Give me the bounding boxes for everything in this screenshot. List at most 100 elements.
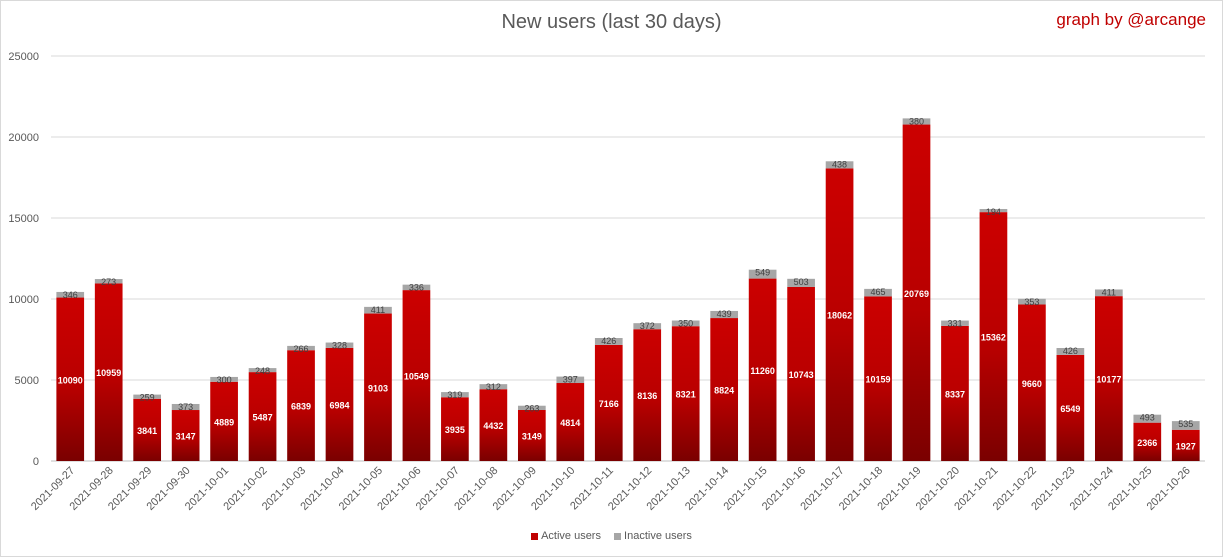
- legend-item-active: Active users: [531, 530, 601, 542]
- bar-inactive: [710, 310, 739, 319]
- data-label-inactive: 426: [601, 336, 616, 346]
- data-label-inactive: 331: [947, 319, 962, 329]
- legend-swatch-active: [531, 532, 539, 540]
- bar-active: [517, 409, 546, 461]
- data-label-inactive: 194: [986, 207, 1001, 217]
- bar-inactive: [594, 338, 623, 345]
- bar-inactive: [979, 208, 1008, 213]
- data-label-inactive: 373: [178, 402, 193, 412]
- data-label-inactive: 426: [1063, 346, 1078, 356]
- data-label-active: 3147: [176, 432, 196, 442]
- bar-active: [287, 350, 315, 461]
- bar-active: [171, 410, 200, 461]
- data-label-inactive: 493: [1140, 413, 1155, 423]
- data-label-active: 3841: [137, 426, 157, 436]
- data-label-inactive: 411: [1102, 287, 1116, 297]
- bar-inactive: [210, 376, 238, 382]
- data-label-active: 1927: [1176, 441, 1196, 451]
- data-label-inactive: 248: [255, 366, 270, 376]
- bar-inactive: [325, 342, 354, 348]
- bar-active: [1171, 429, 1200, 461]
- data-label-inactive: 312: [486, 382, 501, 392]
- data-label-active: 6549: [1060, 404, 1080, 414]
- data-label-active: 18062: [827, 311, 852, 321]
- bar-inactive: [517, 405, 546, 410]
- bar-inactive: [1133, 414, 1162, 423]
- data-label-active: 11260: [750, 366, 775, 376]
- data-label-active: 8136: [637, 391, 657, 401]
- bar-inactive: [825, 161, 854, 169]
- data-label-inactive: 503: [794, 277, 809, 287]
- bar-active: [825, 168, 854, 461]
- bar-inactive: [864, 288, 892, 297]
- bar-inactive: [287, 345, 315, 351]
- bar-inactive: [171, 403, 200, 411]
- data-label-inactive: 273: [101, 277, 116, 287]
- data-label-active: 20769: [904, 289, 929, 299]
- data-label-active: 2366: [1137, 438, 1157, 448]
- bar-inactive: [402, 284, 431, 291]
- data-label-active: 8824: [714, 386, 734, 396]
- y-tick-label: 15000: [8, 213, 39, 225]
- data-label-inactive: 346: [63, 290, 78, 300]
- data-label-active: 15362: [981, 333, 1006, 343]
- data-label-inactive: 259: [140, 393, 155, 403]
- data-label-active: 10177: [1096, 375, 1121, 385]
- data-label-inactive: 300: [217, 375, 232, 385]
- bar-inactive: [1094, 289, 1123, 297]
- data-label-inactive: 263: [524, 404, 539, 414]
- bar-active: [94, 283, 123, 461]
- bar-active: [864, 296, 892, 461]
- legend-item-inactive: Inactive users: [614, 530, 692, 542]
- bar-inactive: [94, 279, 123, 284]
- bar-active: [671, 326, 700, 461]
- data-label-active: 6984: [329, 400, 349, 410]
- bar-inactive: [1171, 421, 1200, 430]
- data-label-active: 9103: [368, 383, 388, 393]
- bar-active: [133, 398, 162, 461]
- bar-active: [1094, 296, 1123, 461]
- data-label-inactive: 438: [832, 159, 847, 169]
- data-label-active: 3149: [522, 431, 542, 441]
- data-label-active: 10090: [58, 375, 83, 385]
- data-label-inactive: 380: [909, 116, 924, 126]
- bar-active: [556, 383, 585, 461]
- bar-inactive: [248, 368, 277, 373]
- y-tick-label: 0: [33, 456, 39, 468]
- data-label-inactive: 336: [409, 283, 424, 293]
- bar-inactive: [133, 394, 162, 399]
- data-label-inactive: 549: [755, 268, 770, 278]
- bar-inactive: [56, 291, 85, 298]
- legend-swatch-inactive: [614, 532, 622, 540]
- data-label-active: 8321: [676, 390, 696, 400]
- data-label-inactive: 372: [640, 321, 655, 331]
- data-label-active: 10549: [404, 372, 429, 382]
- data-label-active: 8337: [945, 389, 965, 399]
- bar-active: [210, 381, 238, 461]
- data-label-active: 4889: [214, 417, 234, 427]
- chart-credit: graph by @arcange: [1056, 10, 1206, 29]
- data-label-inactive: 328: [332, 341, 347, 351]
- data-label-inactive: 535: [1178, 419, 1193, 429]
- bar-inactive: [556, 376, 585, 384]
- bar-active: [633, 329, 662, 461]
- y-tick-label: 25000: [8, 51, 39, 63]
- data-label-inactive: 319: [447, 390, 462, 400]
- bar-inactive: [1018, 298, 1046, 305]
- bar-inactive: [1056, 348, 1085, 355]
- bar-inactive: [941, 320, 969, 326]
- data-label-inactive: 353: [1024, 297, 1039, 307]
- data-label-active: 7166: [599, 399, 619, 409]
- chart-title: New users (last 30 days): [501, 11, 722, 33]
- legend-label-inactive: Inactive users: [624, 530, 692, 542]
- bar-active: [1018, 304, 1046, 461]
- bar-active: [479, 389, 508, 461]
- bar-active: [56, 297, 85, 461]
- bar-active: [902, 124, 931, 461]
- data-label-inactive: 439: [717, 309, 732, 319]
- data-label-active: 10159: [866, 375, 891, 385]
- data-label-inactive: 465: [871, 287, 886, 297]
- data-label-active: 9660: [1022, 379, 1042, 389]
